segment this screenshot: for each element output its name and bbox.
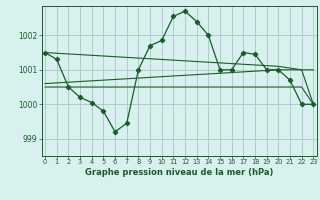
X-axis label: Graphe pression niveau de la mer (hPa): Graphe pression niveau de la mer (hPa) bbox=[85, 168, 273, 177]
